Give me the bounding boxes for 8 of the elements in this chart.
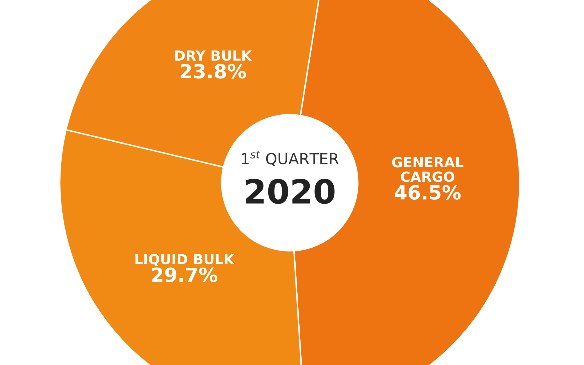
slice-label: LIQUID BULK: [136, 254, 235, 266]
text: 2020: [246, 178, 335, 204]
data-label: 29.7%: [152, 268, 218, 282]
text: 1$^{st}$ QUARTER: [242, 151, 339, 166]
slice-label: GENERAL CARGO: [392, 157, 464, 182]
slice-label: DRY BULK: [176, 50, 252, 62]
data-label: 23.8%: [180, 64, 246, 79]
data-label: 46.5%: [394, 185, 461, 200]
